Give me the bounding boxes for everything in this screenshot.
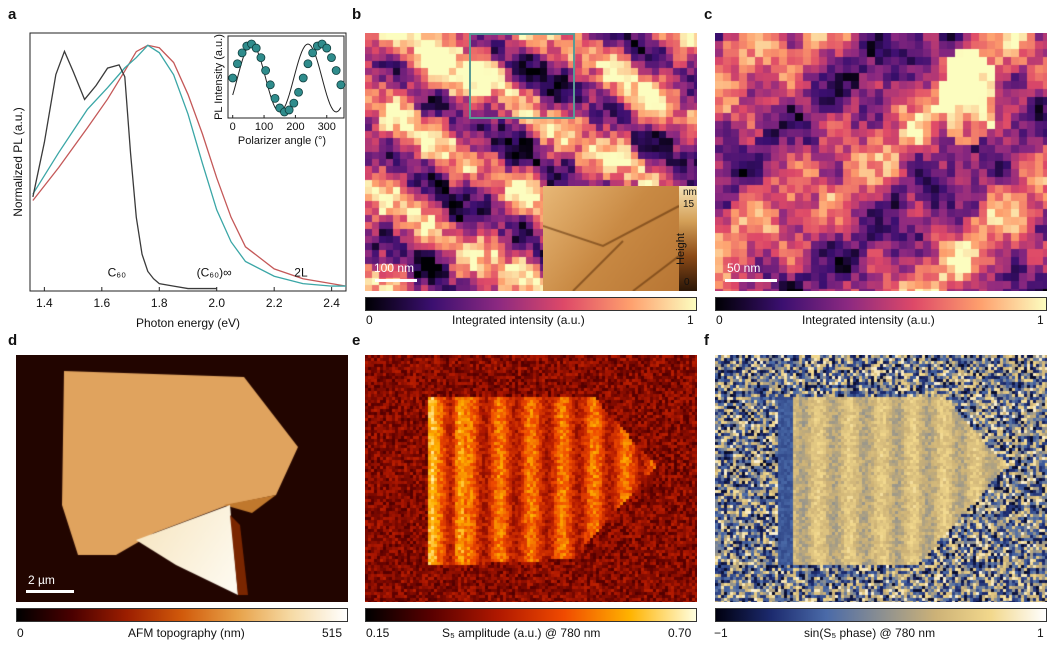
colorbar-b-min: 0 <box>366 313 373 327</box>
colorbar-e-min: 0.15 <box>366 626 390 640</box>
inset-data-point <box>256 53 266 62</box>
afm-topography-map: 2 µm <box>16 355 348 602</box>
plot-frame <box>29 32 347 292</box>
annotation-c60: C₆₀ <box>108 265 127 279</box>
panel-label-a: a <box>8 6 17 23</box>
colorbar-d-label: AFM topography (nm) <box>128 626 245 640</box>
inset-data-point <box>331 66 341 75</box>
panel-label-b: b <box>352 6 362 23</box>
inset-data-point <box>298 73 308 83</box>
inset-data-point <box>228 73 238 83</box>
scale-bar-d <box>26 590 74 593</box>
inset-x-tick-label: 300 <box>318 121 336 133</box>
colorbar-c-min: 0 <box>716 313 723 327</box>
inset-data-point <box>336 80 346 90</box>
colorbar-f <box>715 608 1047 622</box>
annotation-c60-infinity: (C₆₀)∞ <box>197 265 232 279</box>
pl-spectrum-chart: 1.4 1.6 1.8 2.0 2.2 2.4 Photon energy (eV) Norm… <box>11 32 347 330</box>
zoom-region-box <box>469 33 575 119</box>
inset-y-axis-label: PL Intensity (a.u.) <box>213 34 225 120</box>
inset-chart: 0 100 200 300 Polarizer angle (°) PL Intensit… <box>213 34 346 147</box>
pl-intensity-map-c: 50 nm <box>715 33 1047 291</box>
inset-data-point <box>251 43 261 53</box>
colorbar-f-min: −1 <box>714 626 728 640</box>
colorbar-d-min: 0 <box>17 626 24 640</box>
panel-label-d: d <box>8 332 18 349</box>
series-line-c60 <box>32 49 217 290</box>
inset-data-point <box>233 59 242 69</box>
colorbar-b-max: 1 <box>687 313 694 327</box>
inset-data-point <box>265 80 275 90</box>
x-tick-label: 1.8 <box>151 296 168 310</box>
colorbar-b <box>365 297 697 311</box>
colorbar-c-max: 1 <box>1037 313 1044 327</box>
inset-data-point <box>294 87 303 97</box>
colorbar-f-max: 1 <box>1037 626 1044 640</box>
inset-data-point <box>284 105 294 115</box>
x-tick-label: 2.2 <box>266 296 283 310</box>
inset-x-tick-label: 0 <box>230 121 236 133</box>
scale-bar-b-label: 100 nm <box>374 261 415 275</box>
inset-data-point <box>237 48 247 58</box>
inset-data-point <box>303 59 313 69</box>
snom-phase-map <box>715 355 1047 602</box>
series-line-c60 <box>32 44 346 287</box>
inset-unit-label: nm <box>683 187 697 198</box>
colorbar-b-label: Integrated intensity (a.u.) <box>452 313 585 327</box>
scale-bar-c-label: 50 nm <box>727 261 761 275</box>
inset-x-axis-label: Polarizer angle (°) <box>238 135 326 147</box>
inset-data-point <box>270 94 280 103</box>
inset-data-point <box>322 43 332 53</box>
inset-height-label: Height <box>674 233 687 265</box>
inset-min-label: 0 <box>684 277 690 288</box>
pl-intensity-map-b: 100 nm nm 15 Height 0 <box>365 33 697 291</box>
panel-label-c: c <box>704 6 713 23</box>
y-axis-label: Normalized PL (a.u.) <box>11 107 25 217</box>
colorbar-f-label: sin(S₅ phase) @ 780 nm <box>804 626 936 640</box>
scale-bar-b <box>375 279 417 282</box>
inset-data-point <box>289 98 299 108</box>
inset-data-point <box>327 53 336 62</box>
colorbar-d <box>16 608 348 622</box>
annotation-2l: 2L <box>294 265 308 279</box>
colorbar-c-label: Integrated intensity (a.u.) <box>802 313 935 327</box>
inset-x-tick-label: 200 <box>286 121 304 133</box>
colorbar-e-label: S₅ amplitude (a.u.) @ 780 nm <box>442 626 601 640</box>
snom-amplitude-map <box>365 355 697 602</box>
x-tick-label: 2.0 <box>208 296 225 310</box>
panel-label-e: e <box>352 332 361 349</box>
x-tick-label: 1.6 <box>93 296 110 310</box>
afm-height-inset <box>543 186 679 291</box>
colorbar-e <box>365 608 697 622</box>
inset-data-point <box>308 48 318 58</box>
x-axis-label: Photon energy (eV) <box>136 316 240 330</box>
inset-data-point <box>261 66 271 75</box>
inset-height-colorbar <box>679 186 697 291</box>
inset-max-label: 15 <box>683 199 695 210</box>
scale-bar-d-label: 2 µm <box>28 573 55 587</box>
x-tick-label: 1.4 <box>36 296 53 310</box>
colorbar-d-max: 515 <box>322 626 343 640</box>
colorbar-e-max: 0.70 <box>668 626 692 640</box>
colorbar-c <box>715 297 1047 311</box>
x-tick-label: 2.4 <box>323 296 340 310</box>
scale-bar-c <box>725 279 777 282</box>
inset-x-tick-label: 100 <box>255 121 273 133</box>
panel-label-f: f <box>704 332 709 349</box>
series-line-2l <box>32 44 347 287</box>
